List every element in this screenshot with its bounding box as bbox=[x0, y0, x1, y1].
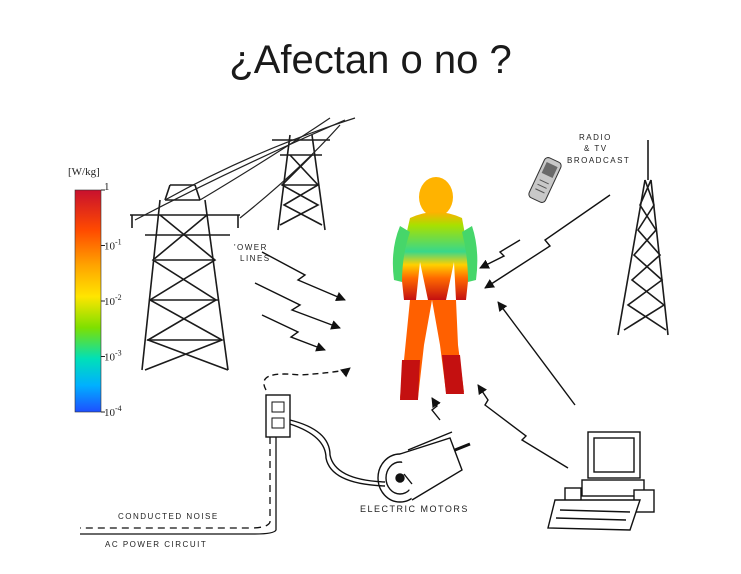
ac-power-line bbox=[80, 437, 277, 535]
colorbar-tick-label: 10-3 bbox=[104, 349, 122, 364]
ac-power-circuit-label: AC POWER CIRCUIT bbox=[105, 540, 207, 549]
computer-icon bbox=[547, 431, 655, 531]
sar-colorbar: [W/kg] 1 10-1 10-2 10-3 10-4 bbox=[68, 166, 122, 419]
power-line-tower-front bbox=[130, 184, 240, 371]
computer-field-arrow bbox=[477, 384, 569, 469]
colorbar-tick-label: 1 bbox=[104, 181, 110, 193]
electric-motor-icon bbox=[377, 431, 471, 503]
colorbar-tick-label: 10-2 bbox=[104, 293, 122, 308]
conducted-noise-line bbox=[80, 437, 271, 529]
power-lines-label-2: LINES bbox=[240, 254, 271, 263]
slide-title: ¿Afectan o no ? bbox=[229, 38, 512, 82]
radio-tv-broadcast-tower bbox=[617, 140, 669, 336]
mobile-phone-icon bbox=[528, 157, 562, 203]
power-lines-field-arrows bbox=[254, 251, 346, 352]
radio-label-3: BROADCAST bbox=[567, 156, 630, 165]
motor-cord bbox=[289, 419, 386, 483]
electric-motors-label: ELECTRIC MOTORS bbox=[360, 504, 469, 514]
conducted-noise-label: CONDUCTED NOISE bbox=[118, 512, 219, 521]
colorbar-ticks: 1 10-1 10-2 10-3 10-4 bbox=[101, 181, 122, 419]
motor-field-arrow bbox=[431, 397, 441, 421]
colorbar-gradient bbox=[74, 189, 102, 413]
power-line-tower-back bbox=[272, 134, 330, 231]
radio-field-arrows bbox=[479, 194, 611, 406]
colorbar-tick-label: 10-4 bbox=[104, 404, 122, 419]
power-cables bbox=[134, 117, 356, 221]
radio-label-1: RADIO bbox=[579, 133, 612, 142]
outlet-field-arrow bbox=[263, 367, 351, 391]
human-body-sar-figure bbox=[392, 177, 478, 400]
power-lines-label-1: 'OWER bbox=[234, 243, 268, 252]
wall-outlet-icon bbox=[265, 394, 291, 438]
colorbar-tick-label: 10-1 bbox=[104, 238, 122, 253]
colorbar-unit: [W/kg] bbox=[68, 166, 100, 178]
radio-label-2: & TV bbox=[584, 144, 608, 153]
